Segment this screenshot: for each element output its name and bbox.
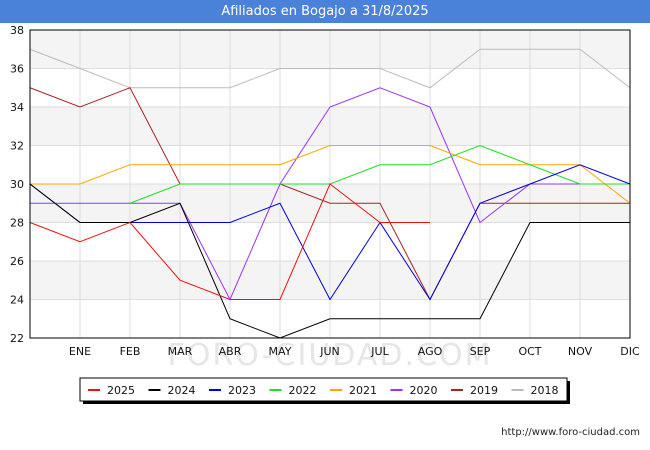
y-tick-label: 38 [10, 24, 24, 37]
plot-border [29, 29, 631, 339]
y-tick-label: 34 [10, 101, 24, 114]
y-tick-label: 32 [10, 140, 24, 153]
legend-label-2018: 2018 [531, 384, 559, 397]
x-tick-label: SEP [470, 345, 491, 358]
x-tick-label: MAY [269, 345, 292, 358]
watermark-text: FORO-CIUDAD.COM [168, 338, 493, 373]
x-axis-ticks: ENE FEB MAR ABR MAY JUN JUL AGO SEP OCT NOV DIC [69, 345, 640, 358]
y-axis-ticks: 22 24 26 28 30 32 34 36 38 [10, 24, 24, 345]
legend-label-2019: 2019 [470, 384, 498, 397]
y-tick-label: 30 [10, 178, 24, 191]
x-tick-label: JUN [319, 345, 340, 358]
x-tick-label: JUL [370, 345, 389, 358]
x-tick-label: ENE [69, 345, 91, 358]
x-tick-label: AGO [418, 345, 443, 358]
x-tick-label: FEB [120, 345, 141, 358]
legend-label-2024: 2024 [168, 384, 196, 397]
y-tick-label: 26 [10, 255, 24, 268]
legend-label-2025: 2025 [107, 384, 135, 397]
legend: 2025 2024 2023 2022 2021 2020 2019 2018 [79, 377, 570, 404]
y-tick-label: 36 [10, 63, 24, 76]
legend-box [79, 377, 568, 402]
legend-label-2021: 2021 [349, 384, 377, 397]
y-tick-label: 24 [10, 294, 24, 307]
x-tick-label: ABR [219, 345, 242, 358]
x-tick-label: MAR [168, 345, 193, 358]
legend-label-2022: 2022 [289, 384, 317, 397]
legend-label-2023: 2023 [228, 384, 256, 397]
series-line-2022 [129, 144, 630, 204]
y-tick-label: 28 [10, 217, 24, 230]
legend-label-2020: 2020 [410, 384, 438, 397]
series-line-2025 [29, 183, 430, 300]
x-tick-label: DIC [620, 345, 640, 358]
y-tick-label: 22 [10, 332, 24, 345]
series-line-2019 [29, 87, 630, 301]
x-tick-label: OCT [518, 345, 541, 358]
source-url: http://www.foro-ciudad.com [501, 427, 640, 438]
x-tick-label: NOV [568, 345, 593, 358]
chart-title: Afiliados en Bogajo a 31/8/2025 [0, 0, 650, 23]
plot-series [29, 48, 631, 339]
